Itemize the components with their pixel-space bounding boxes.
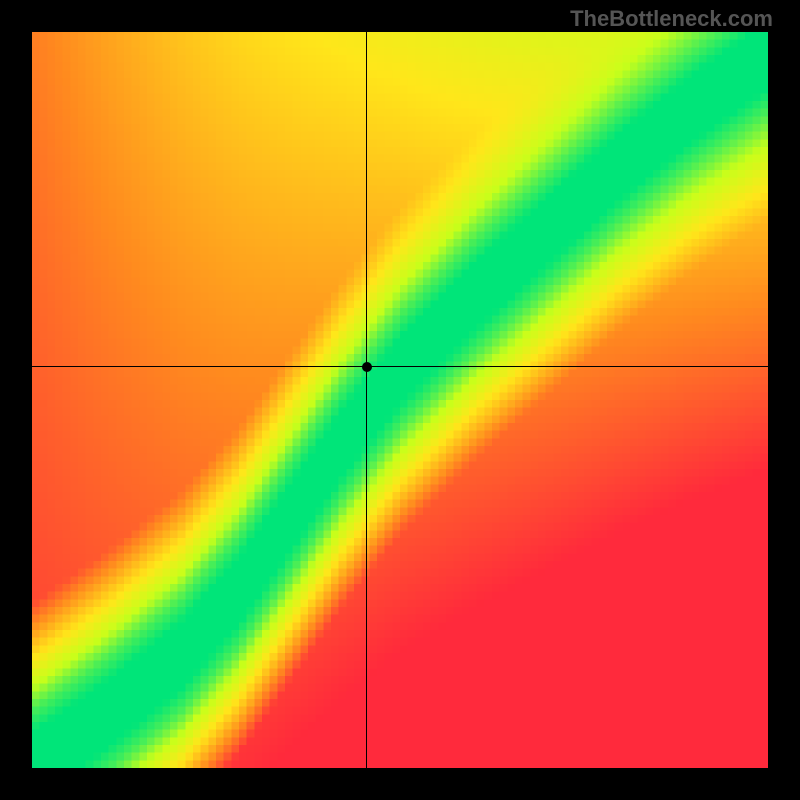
crosshair-horizontal [32, 366, 768, 367]
crosshair-vertical [366, 32, 367, 768]
root-container: { "watermark": { "text": "TheBottleneck.… [0, 0, 800, 800]
crosshair-marker [362, 362, 372, 372]
plot-area [32, 32, 768, 768]
heatmap-canvas [32, 32, 768, 768]
watermark-text: TheBottleneck.com [570, 6, 773, 32]
